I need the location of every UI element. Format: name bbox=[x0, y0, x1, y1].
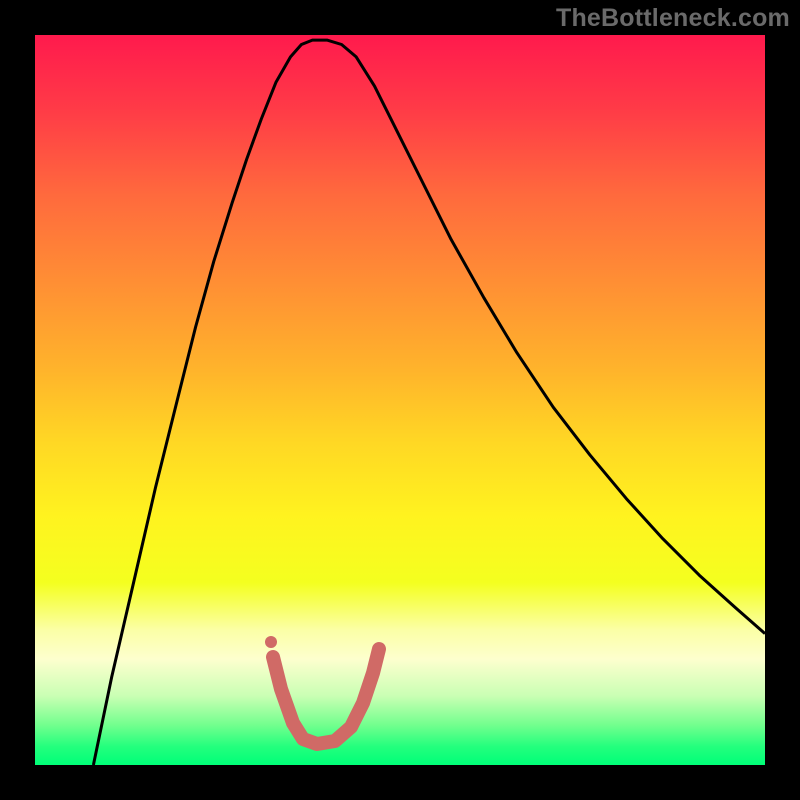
chart-canvas: TheBottleneck.com bbox=[0, 0, 800, 800]
curve-line bbox=[93, 40, 765, 765]
dip-dot-marker bbox=[265, 636, 277, 648]
watermark-text: TheBottleneck.com bbox=[556, 4, 790, 33]
dip-u-marker bbox=[273, 649, 379, 744]
plot-area bbox=[35, 35, 765, 765]
bottleneck-curve bbox=[35, 35, 765, 765]
